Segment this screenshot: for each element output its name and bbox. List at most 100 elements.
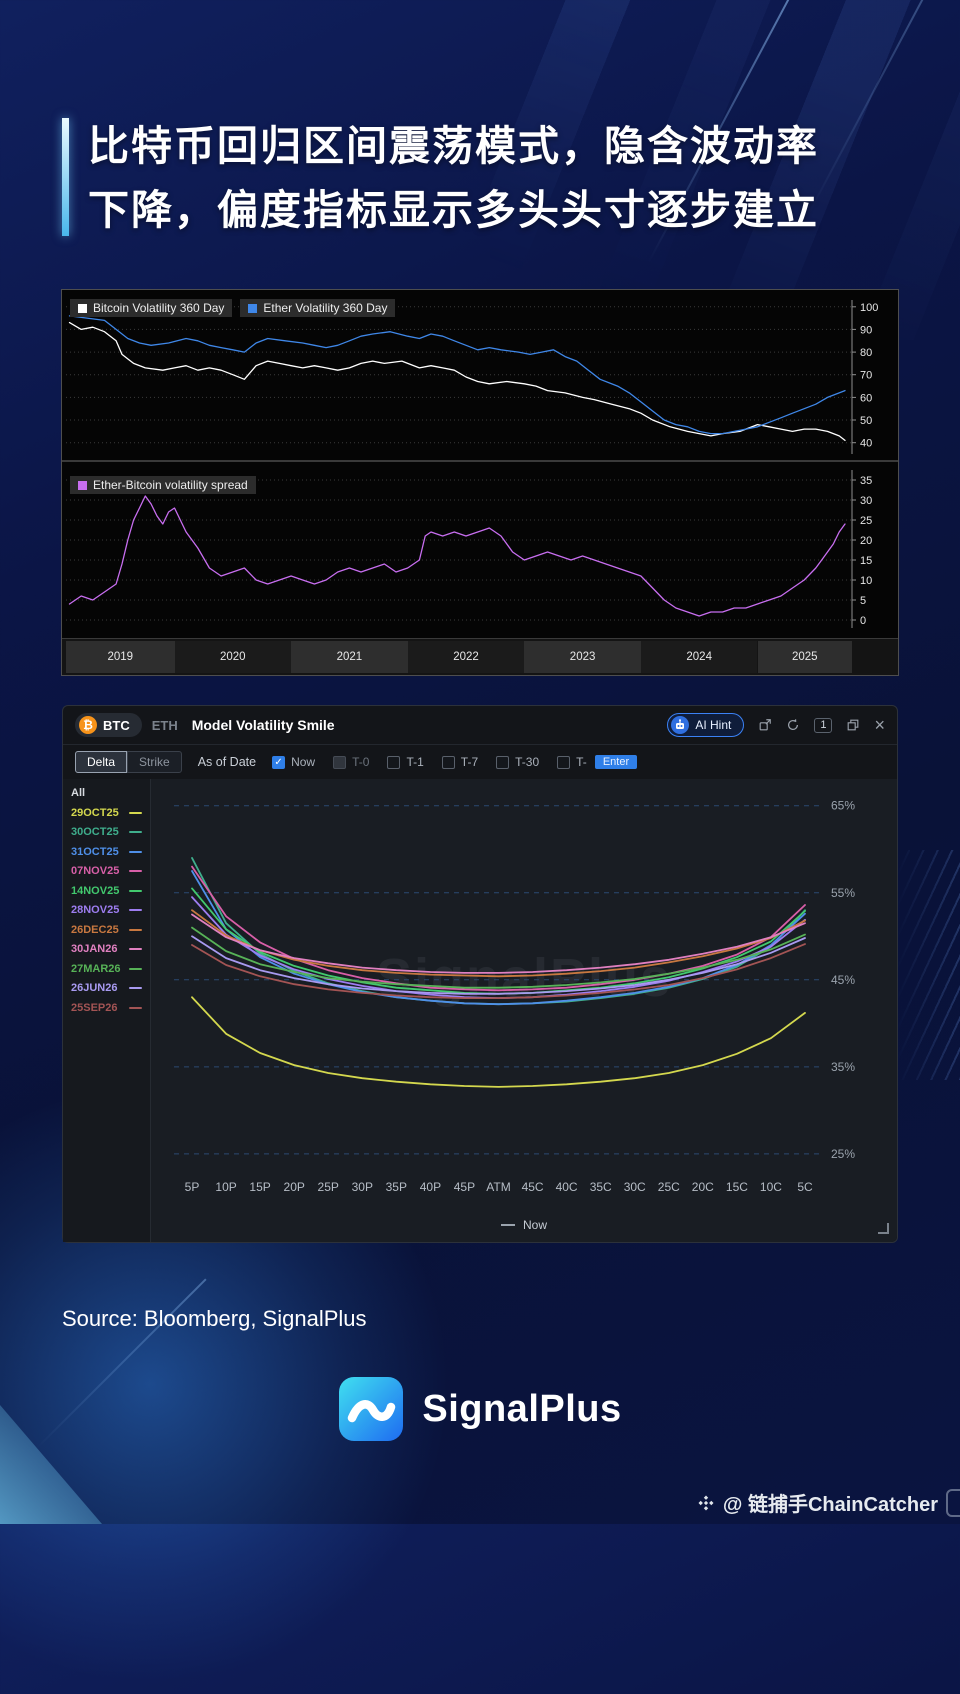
ai-hint-label: AI Hint — [695, 718, 732, 732]
volatility-smile-plot: 25% 35% 45% 55% 65% 5P 10P 15P 20P 25P 30P 35P 40P 45… — [174, 799, 855, 1194]
xtick-label-25c: 25C — [658, 1180, 680, 1194]
x-axis-year-2025: 2025 — [757, 641, 852, 673]
expiry-label: 07NOV25 — [71, 865, 120, 877]
xtick-label-atm: ATM — [486, 1180, 510, 1194]
tab-btc[interactable]: ₿ BTC — [75, 713, 142, 737]
expiry-item-all[interactable]: All — [71, 787, 142, 799]
footer-cut-icon — [946, 1488, 960, 1517]
ytick-label-10: 10 — [860, 575, 872, 587]
xtick-label-5p: 5P — [185, 1180, 200, 1194]
xtick-label-30c: 30C — [624, 1180, 646, 1194]
close-icon[interactable]: × — [874, 715, 885, 735]
expiry-color-dash — [129, 811, 142, 814]
resize-handle-icon[interactable] — [878, 1223, 889, 1234]
as-of-date-filters: ✓ Now T-0 T-1 T-7 T-30 T- Enter — [272, 755, 638, 769]
expiry-color-dash — [129, 909, 142, 911]
panel-controls: Delta Strike As of Date ✓ Now T-0 T-1 T-7 T-3… — [63, 745, 897, 779]
checkbox-unchecked-icon[interactable] — [333, 755, 347, 769]
delta-mode-button[interactable]: Delta — [75, 751, 128, 773]
signalplus-logo-icon — [339, 1377, 404, 1441]
ytick-label-65: 65% — [831, 799, 855, 813]
xtick-label-35c: 35C — [590, 1180, 612, 1194]
expiry-label: 26JUN26 — [71, 982, 118, 994]
eth-series-swatch — [248, 303, 258, 313]
expiry-item-27mar26[interactable]: 27MAR26 — [71, 963, 142, 975]
expiry-color-dash — [129, 987, 142, 989]
expiry-color-dash — [129, 831, 142, 833]
series-line-25sep26 — [191, 943, 806, 1000]
spread-series-swatch — [78, 480, 87, 490]
ytick-label-45: 45% — [831, 973, 855, 987]
asof-filter-t-7[interactable]: T-7 — [441, 755, 479, 769]
ytick-label-40: 40 — [860, 438, 872, 450]
strike-mode-button[interactable]: Strike — [127, 751, 182, 773]
bitcoin-icon: ₿ — [79, 716, 97, 734]
checkbox-unchecked-icon[interactable] — [387, 755, 401, 769]
asof-filter-label: T- — [576, 755, 587, 769]
ai-hint-button[interactable]: AI Hint — [667, 713, 745, 737]
popout-icon[interactable] — [758, 718, 772, 732]
series-line-07nov25 — [191, 865, 806, 992]
expiry-item-31oct25[interactable]: 31OCT25 — [71, 846, 142, 858]
legend-btc-label: Bitcoin Volatility 360 Day — [93, 301, 225, 315]
series-line-26dec25 — [191, 909, 806, 978]
series-line-26jun26 — [191, 935, 806, 995]
x-axis-year-2021: 2021 — [291, 641, 408, 673]
x-axis-year-2023: 2023 — [524, 641, 641, 673]
checkbox-unchecked-icon[interactable] — [441, 755, 455, 769]
ytick-label-15: 15 — [860, 555, 872, 567]
asof-filter-t[interactable]: T- Enter — [557, 755, 638, 769]
expiry-item-14nov25[interactable]: 14NOV25 — [71, 885, 142, 897]
expiry-item-30jan26[interactable]: 30JAN26 — [71, 943, 142, 955]
checkbox-unchecked-icon[interactable] — [496, 755, 510, 769]
checkbox-checked-icon[interactable]: ✓ — [272, 755, 286, 769]
ai-robot-icon — [671, 716, 690, 734]
xtick-label-15p: 15P — [249, 1180, 270, 1194]
series-line-30jan26 — [191, 913, 806, 974]
expiry-item-26dec25[interactable]: 26DEC25 — [71, 924, 142, 936]
t-n-input[interactable]: Enter — [594, 755, 638, 769]
refresh-icon[interactable] — [786, 718, 800, 732]
expiry-item-29oct25[interactable]: 29OCT25 — [71, 807, 142, 819]
xtick-label-15c: 15C — [726, 1180, 748, 1194]
asof-filter-t-1[interactable]: T-1 — [387, 755, 424, 769]
expiry-item-07nov25[interactable]: 07NOV25 — [71, 865, 142, 877]
x-axis-year-2019: 2019 — [66, 641, 175, 673]
series-line-29oct25 — [191, 996, 806, 1088]
asof-filter-label: T-7 — [460, 755, 479, 769]
xtick-label-25p: 25P — [318, 1180, 339, 1194]
asof-filter-t-30[interactable]: T-30 — [496, 755, 539, 769]
footer-handle: @ 链捕手ChainCatcher — [697, 1488, 960, 1517]
source-text: Source: Bloomberg, SignalPlus — [62, 1306, 367, 1331]
expiry-item-28nov25[interactable]: 28NOV25 — [71, 904, 142, 916]
headline-accent-bar — [62, 118, 69, 236]
window-count-badge[interactable]: 1 — [814, 717, 833, 733]
expiry-item-25sep26[interactable]: 25SEP26 — [71, 1002, 142, 1014]
legend-spread: Ether-Bitcoin volatility spread — [70, 476, 256, 494]
spread-legend: Ether-Bitcoin volatility spread — [70, 476, 256, 494]
ytick-label-30: 30 — [860, 495, 872, 507]
brand-name: SignalPlus — [422, 1387, 622, 1430]
series-line-ether-volatility-360-day — [68, 315, 846, 435]
expiry-label: 27MAR26 — [71, 962, 121, 975]
expiry-item-30oct25[interactable]: 30OCT25 — [71, 826, 142, 838]
tab-eth[interactable]: ETH — [151, 717, 178, 733]
ytick-label-55: 55% — [831, 886, 855, 900]
expiry-label: 14NOV25 — [71, 884, 120, 897]
expiry-color-dash — [129, 1006, 142, 1009]
legend-eth-label: Ether Volatility 360 Day — [263, 301, 388, 315]
restore-window-icon[interactable] — [846, 718, 860, 732]
expiry-color-dash — [129, 889, 142, 892]
asof-filter-now[interactable]: ✓ Now — [272, 755, 315, 769]
checkbox-unchecked-icon[interactable] — [557, 755, 571, 769]
series-line-27mar26 — [191, 926, 806, 989]
asof-filter-t-0[interactable]: T-0 — [333, 755, 369, 769]
mode-toggle-group: Delta Strike — [75, 751, 182, 773]
as-of-date-label: As of Date — [197, 755, 257, 769]
legend-btc-volatility: Bitcoin Volatility 360 Day — [70, 299, 233, 317]
expiry-item-26jun26[interactable]: 26JUN26 — [71, 982, 142, 994]
panel-header: ₿ BTC ETH Model Volatility Smile AI Hint… — [63, 706, 897, 745]
ytick-label-90: 90 — [860, 324, 872, 336]
ytick-label-100: 100 — [860, 302, 878, 314]
xtick-label-40c: 40C — [556, 1180, 578, 1194]
